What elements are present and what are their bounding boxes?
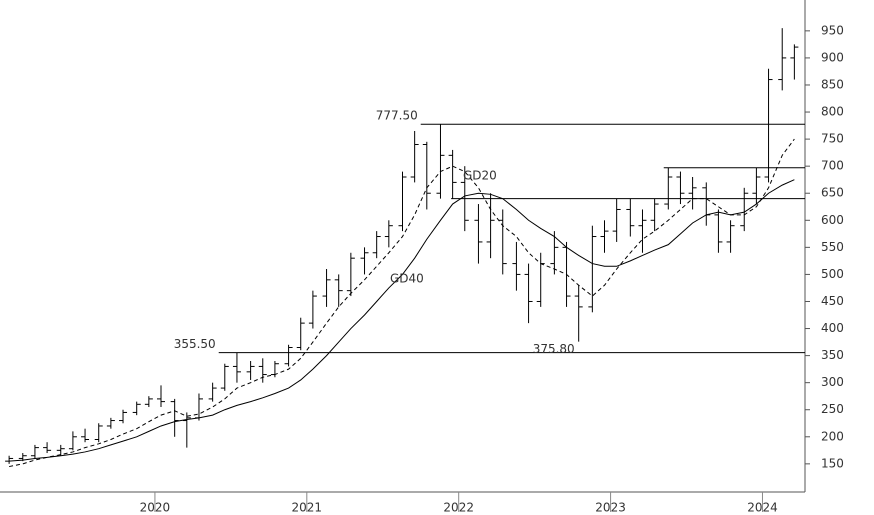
y-tick-label: 300 [821, 375, 844, 389]
ma-label: GD40 [390, 272, 424, 286]
y-tick-label: 600 [821, 213, 844, 227]
y-tick-label: 550 [821, 240, 844, 254]
y-tick-label: 900 [821, 50, 844, 64]
ma-label: GD20 [463, 169, 497, 183]
x-tick-label: 2020 [140, 501, 171, 515]
x-tick-label: 2021 [292, 501, 323, 515]
level-label: 777.50 [376, 109, 418, 123]
low-label: 375.80 [533, 342, 575, 356]
ma-line [9, 138, 795, 468]
y-tick-label: 500 [821, 267, 844, 281]
x-tick-label: 2022 [443, 501, 474, 515]
y-tick-label: 650 [821, 186, 844, 200]
x-tick-label: 2023 [595, 501, 626, 515]
y-tick-label: 350 [821, 348, 844, 362]
ma-line [9, 179, 795, 462]
y-tick-label: 950 [821, 23, 844, 37]
y-tick-label: 250 [821, 402, 844, 416]
y-tick-label: 700 [821, 159, 844, 173]
y-tick-label: 750 [821, 132, 844, 146]
y-tick-label: 800 [821, 105, 844, 119]
y-tick-label: 150 [821, 456, 844, 470]
y-tick-label: 200 [821, 429, 844, 443]
y-tick-label: 850 [821, 77, 844, 91]
x-tick-label: 2024 [747, 501, 778, 515]
level-label: 355.50 [174, 337, 216, 351]
y-tick-label: 400 [821, 321, 844, 335]
y-tick-label: 450 [821, 294, 844, 308]
